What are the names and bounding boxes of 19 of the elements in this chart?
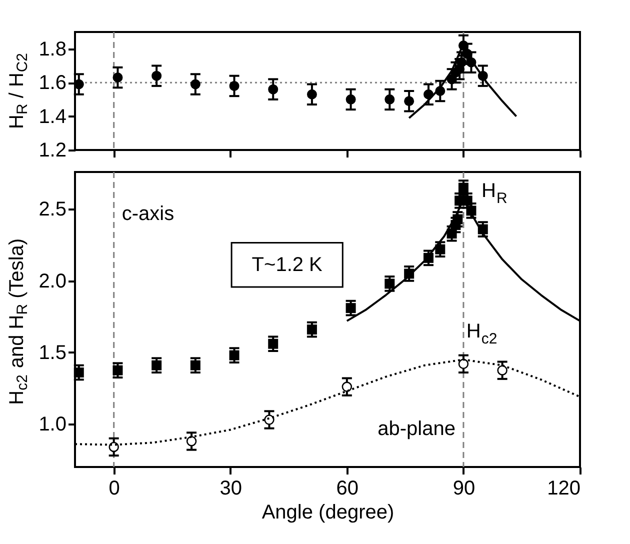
y-tick-label: 1.5 [38, 342, 66, 364]
y-tick-label: 1.6 [38, 72, 66, 94]
y-tick-label: 1.2 [38, 140, 66, 162]
y-tick-label: 2.0 [38, 270, 66, 292]
y-axis-title: HR / HC2 [6, 52, 31, 129]
annotation: T~1.2 K [252, 254, 324, 276]
ref-line-label: c-axis [122, 203, 174, 225]
x-tick-label: 90 [452, 478, 476, 500]
x-tick-label: 30 [220, 478, 242, 500]
y-tick-label: 1.0 [38, 414, 66, 436]
y-tick-label: 1.8 [38, 38, 66, 60]
y-axis-title: Hc2 and HR (Tesla) [6, 238, 31, 405]
y-tick-label: 1.4 [38, 106, 66, 128]
x-tick-label: 120 [547, 478, 580, 500]
x-axis-title: Angle (degree) [262, 502, 394, 524]
x-tick-label: 0 [108, 478, 120, 500]
x-tick-label: 60 [336, 478, 359, 500]
y-tick-label: 2.5 [38, 198, 66, 221]
ref-line-label: ab-plane [378, 418, 456, 440]
